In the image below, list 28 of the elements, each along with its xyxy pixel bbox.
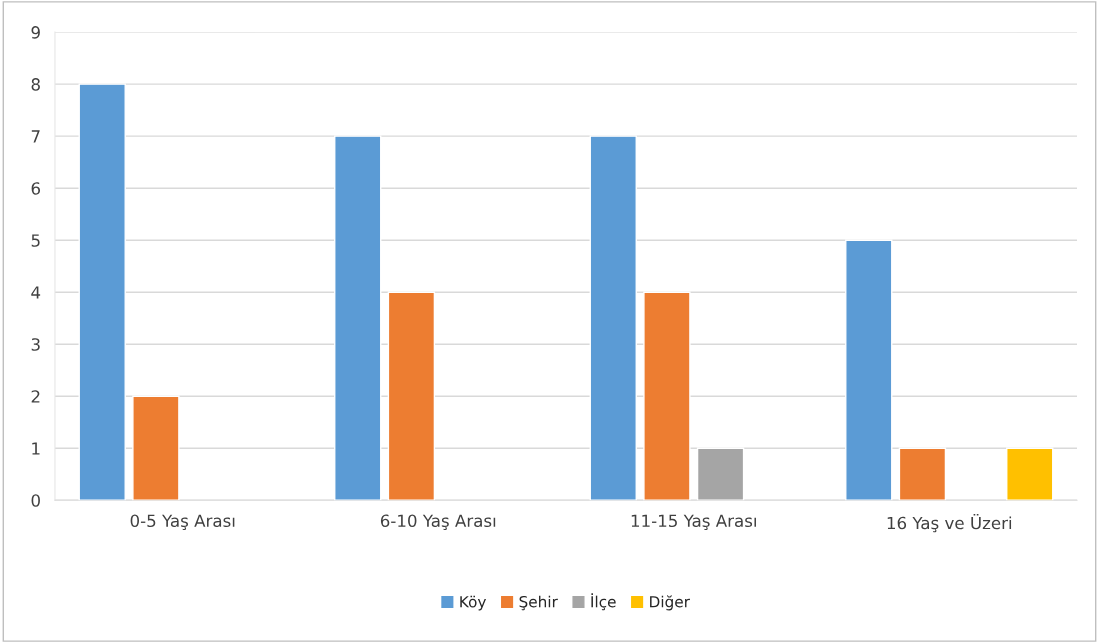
x-tick-label: 11-15 Yaş Arası [631,514,756,531]
y-tick-label: 6 [31,182,41,195]
y-tick-label: 9 [31,26,40,39]
bar [387,291,436,501]
y-tick-label: 8 [31,78,40,91]
bar [334,135,382,501]
legend-label: İlçe [591,593,616,611]
x-tick-label: 0-5 Yaş Arası [130,514,235,531]
y-tick-label: 2 [31,390,40,403]
bar [132,395,180,501]
bar [1006,447,1054,501]
legend-label: Şehir [519,595,558,611]
legend-label: Diğer [650,595,690,611]
y-tick-label: 1 [32,442,40,455]
y-tick-label: 5 [31,234,40,247]
y-tick-label: 0 [31,494,40,507]
bar [78,83,126,501]
y-tick-label: 3 [31,338,40,351]
bar [898,447,947,501]
bar [589,135,637,501]
legend-label: Köy [460,595,486,611]
x-tick-label: 6-10 Yaş Arası [380,514,496,531]
bar [845,239,893,501]
y-tick-label: 7 [31,130,40,143]
bar [696,447,745,501]
y-tick-label: 4 [31,286,41,299]
x-tick-label: 16 Yaş ve Üzeri [887,513,1012,533]
bar [643,291,691,501]
